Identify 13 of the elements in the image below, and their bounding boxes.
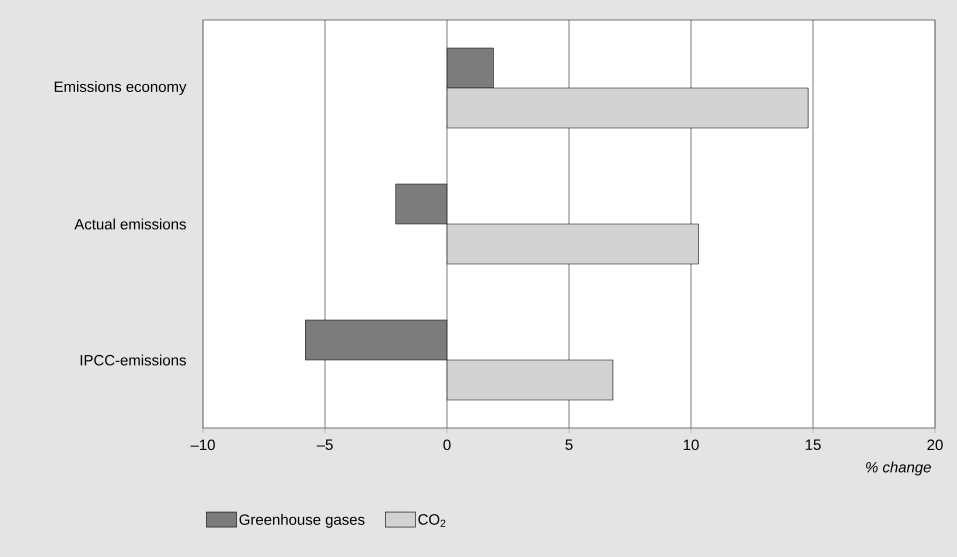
x-tick-label: 5	[565, 440, 573, 450]
y-tick-label: Actual emissions	[74, 218, 186, 230]
x-tick-label: 20	[927, 440, 943, 450]
x-tick-label: 15	[806, 440, 821, 450]
x-tick-label: –10	[190, 440, 215, 450]
legend-label: CO$_{2}$	[418, 514, 446, 527]
x-tick-label: 0	[443, 440, 451, 450]
x-tick-label: –5	[316, 440, 333, 450]
legend-label: Greenhouse gases	[240, 514, 364, 528]
x-axis-title: % change	[866, 462, 931, 476]
y-tick-label: IPCC-emissions	[80, 354, 186, 366]
y-tick-label: Emissions economy	[54, 81, 186, 95]
x-tick-label: 10	[684, 440, 699, 450]
